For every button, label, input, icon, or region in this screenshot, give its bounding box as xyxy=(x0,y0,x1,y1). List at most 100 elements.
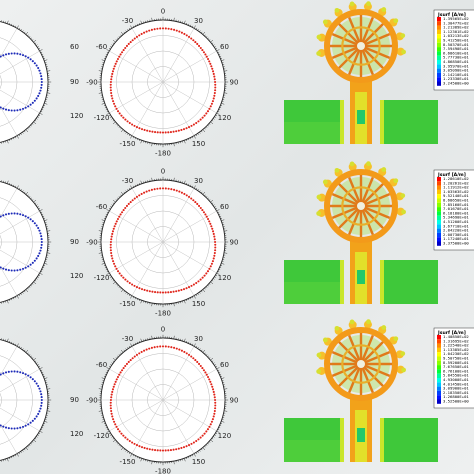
wheel-spoke xyxy=(338,341,362,365)
pattern-trace-point xyxy=(40,75,43,78)
polar-tick xyxy=(210,357,214,361)
pattern-trace-point xyxy=(161,27,165,30)
pattern-trace-point xyxy=(10,427,13,430)
polar-angle-label: -60 xyxy=(96,361,107,369)
pattern-trace-point xyxy=(40,238,43,241)
pattern-trace-point xyxy=(29,218,32,221)
pattern-trace-point xyxy=(40,398,43,402)
antenna-current-plot: Jsurf [A/m]1.40850E+021.31695E+021.22540… xyxy=(284,319,474,462)
pattern-trace-point xyxy=(125,44,128,47)
polar-tick xyxy=(16,343,19,347)
wheel-spoke xyxy=(338,205,362,229)
pattern-trace-point xyxy=(109,407,112,410)
pattern-trace-point xyxy=(148,290,151,293)
polar-tick xyxy=(183,20,186,24)
legend-value: 1.26800E+01 xyxy=(443,394,469,399)
pattern-trace-point xyxy=(213,91,216,95)
pattern-trace-point xyxy=(124,278,127,281)
pattern-trace-point xyxy=(27,105,30,108)
polar-tick xyxy=(183,140,186,144)
pattern-trace-point xyxy=(111,390,114,394)
polar-tick xyxy=(6,300,9,304)
pattern-trace-point xyxy=(113,102,116,105)
polar-angle-label: -180 xyxy=(155,150,171,158)
polar-tick xyxy=(25,349,29,353)
pattern-trace-point xyxy=(183,350,186,354)
polar-angle-label: -180 xyxy=(155,468,171,474)
fractal-branch-tip xyxy=(349,319,355,325)
pattern-trace-point xyxy=(148,347,151,350)
pattern-trace-point xyxy=(31,261,34,264)
legend-value: 6.68610E+01 xyxy=(443,50,469,55)
polar-tick xyxy=(98,252,102,254)
legend-swatch xyxy=(437,72,441,78)
polar-tick xyxy=(106,367,110,370)
pattern-trace-point xyxy=(109,243,112,246)
pattern-trace-point xyxy=(35,257,38,260)
pattern-trace-point xyxy=(185,127,188,130)
polar-angle-label: 60 xyxy=(220,361,229,369)
pattern-trace-point xyxy=(198,362,201,365)
pattern-trace-point xyxy=(121,211,124,214)
pattern-trace-point xyxy=(210,262,213,265)
pattern-trace-point xyxy=(110,254,113,257)
pattern-trace-point xyxy=(202,211,205,214)
pattern-trace-point xyxy=(40,401,43,404)
pattern-trace-point xyxy=(38,387,41,390)
polar-angle-label: 120 xyxy=(218,432,231,440)
pattern-trace-point xyxy=(7,52,10,55)
pattern-trace-point xyxy=(167,449,170,452)
fractal-branch-tip xyxy=(316,352,322,358)
pattern-trace-point xyxy=(208,267,211,270)
legend-swatch xyxy=(437,382,441,387)
polar-tick xyxy=(98,388,102,390)
pattern-trace-point xyxy=(192,357,195,360)
pattern-trace-point xyxy=(190,124,193,127)
pattern-trace-point xyxy=(159,449,162,452)
pattern-trace-point xyxy=(205,373,208,376)
polar-tick xyxy=(130,185,133,189)
pattern-trace-point xyxy=(153,28,156,31)
pattern-trace-point xyxy=(164,187,167,190)
pattern-trace-point xyxy=(133,284,136,287)
legend-value: 8.59200E+01 xyxy=(443,360,469,365)
pattern-trace-point xyxy=(154,131,157,134)
pattern-trace-point xyxy=(209,62,212,65)
pattern-trace-point xyxy=(118,373,121,376)
ground-edge-hotspot xyxy=(380,260,384,304)
polar-tick xyxy=(33,199,37,203)
pattern-trace-point xyxy=(109,86,112,89)
pattern-trace-point xyxy=(7,269,10,272)
pattern-trace-point xyxy=(115,220,118,223)
pattern-trace-point xyxy=(133,37,136,40)
polar-tick xyxy=(224,92,228,94)
legend-swatch xyxy=(437,386,441,391)
pattern-trace-point xyxy=(214,83,217,86)
pattern-trace-point xyxy=(131,357,134,360)
pattern-trace-point xyxy=(211,418,214,421)
legend-value: 7.59490E+01 xyxy=(443,46,469,51)
legend-value: 3.67710E+01 xyxy=(443,223,469,228)
ground-plane-right xyxy=(380,100,438,144)
pattern-trace-point xyxy=(4,213,8,216)
pattern-trace-point xyxy=(156,27,159,30)
polar-tick xyxy=(140,458,143,462)
pattern-trace-point xyxy=(0,266,2,269)
antenna-current-plot: Jsurf [A/m]1.39565E+021.30477E+021.21389… xyxy=(284,1,474,144)
pattern-trace-point xyxy=(126,280,129,283)
pattern-trace-point xyxy=(135,195,139,198)
legend-swatch xyxy=(437,51,441,56)
polar-tick xyxy=(98,230,102,232)
legend-value: 4.51200E+01 xyxy=(443,219,469,224)
legend-swatch xyxy=(437,215,441,220)
pattern-trace-point xyxy=(27,374,30,377)
pattern-trace-point xyxy=(196,202,199,206)
pattern-trace-point xyxy=(110,251,113,255)
polar-tick xyxy=(25,191,29,195)
pattern-trace-point xyxy=(13,109,16,112)
ground-plane-right xyxy=(380,418,438,462)
polar-tick xyxy=(25,447,29,451)
pattern-trace-point xyxy=(201,367,204,370)
pattern-trace-point xyxy=(210,420,213,423)
pattern-trace-point xyxy=(138,127,141,130)
